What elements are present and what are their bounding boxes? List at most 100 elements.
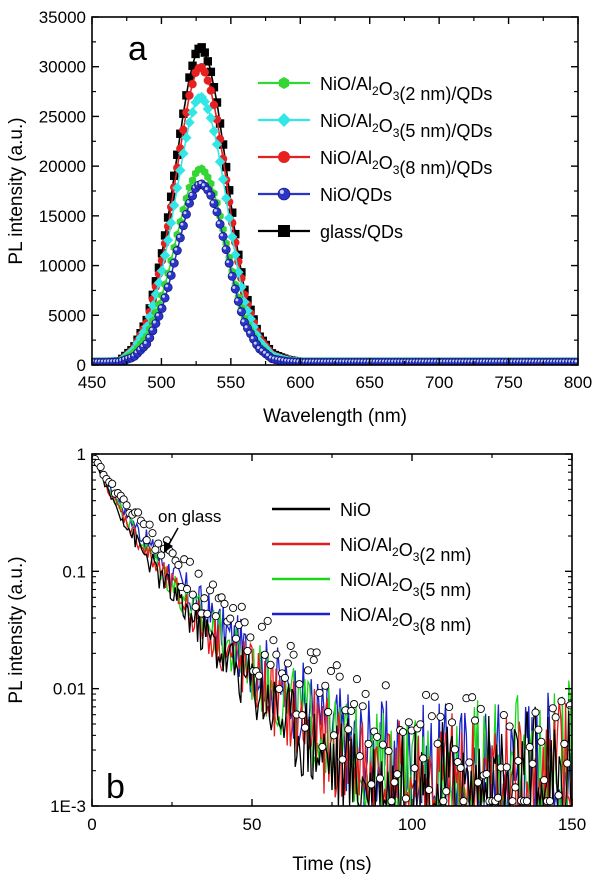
series-b-on-glass-point xyxy=(554,791,563,800)
series-b-on-glass-point xyxy=(324,707,333,717)
series-a-point-4 xyxy=(166,192,176,201)
series-b-on-glass-point xyxy=(338,755,347,764)
series-b-on-glass-point xyxy=(200,594,209,603)
series-a-point-3-highlight xyxy=(250,336,254,340)
legend-a-entry-2: NiO/Al2O3(8 nm)/QDs xyxy=(258,148,492,178)
legend-b-label-part: NiO xyxy=(340,500,371,520)
series-b-on-glass-point xyxy=(312,648,321,657)
series-a-point-3 xyxy=(154,311,164,321)
series-a-point-1 xyxy=(227,231,238,243)
series-b-on-glass-point xyxy=(272,650,281,659)
legend-b-entry-0: NiO xyxy=(272,500,371,520)
series-b-on-glass-point xyxy=(154,539,163,548)
on-glass-arrow-line xyxy=(167,527,179,547)
series-b-on-glass-point xyxy=(473,778,482,787)
series-b-on-glass-point xyxy=(364,739,373,748)
series-b-on-glass-point xyxy=(456,763,465,772)
a-y-tick-label: 10000 xyxy=(39,257,86,276)
legend-a-label-subscript: 3 xyxy=(393,126,400,140)
series-b-on-glass-point xyxy=(375,774,385,783)
legend-a-entry-0: NiO/Al2O3(2 nm)/QDs xyxy=(258,74,492,104)
series-b-on-glass-point xyxy=(298,711,307,720)
series-b-on-glass-point xyxy=(476,704,485,713)
series-b-on-glass-point xyxy=(419,754,428,763)
series-a-point-3-highlight xyxy=(247,330,251,334)
legend-a-label-part: glass/QDs xyxy=(320,222,403,242)
series-a-point-3-highlight xyxy=(146,334,150,338)
legend-a-marker xyxy=(278,77,290,89)
legend-a-label-part: (2 nm)/QDs xyxy=(399,84,492,104)
series-b-on-glass-point xyxy=(387,797,396,806)
series-a-point-3 xyxy=(236,307,246,317)
series-a-point-1 xyxy=(220,193,232,204)
series-b-on-glass-point xyxy=(499,710,508,720)
series-b-on-glass-point xyxy=(384,747,393,756)
series-a-point-3 xyxy=(227,271,237,281)
series-b-on-glass-point xyxy=(157,551,166,560)
series-a-point-0 xyxy=(188,176,197,185)
series-b-on-glass-point xyxy=(482,769,491,779)
legend-b-label-part: NiO/Al xyxy=(340,570,392,590)
series-b-on-glass-point xyxy=(465,758,474,767)
legend-a-label-part: (8 nm)/QDs xyxy=(399,158,492,178)
series-b-on-glass xyxy=(92,454,572,806)
series-b-on-glass-point xyxy=(260,650,269,659)
series-a-point-2 xyxy=(185,91,194,100)
series-a-point-1 xyxy=(178,148,189,159)
series-b-on-glass-point xyxy=(185,557,194,566)
series-b-on-glass-point xyxy=(430,692,439,701)
series-a-point-3-highlight xyxy=(174,247,178,251)
legend-a-label: glass/QDs xyxy=(320,222,403,242)
series-a-point-3-highlight xyxy=(259,348,263,352)
series-b-on-glass-point xyxy=(433,739,442,748)
series-a-point-1 xyxy=(172,182,183,194)
series-a-point-3-highlight xyxy=(220,233,224,237)
series-a-point-3 xyxy=(206,190,216,200)
series-a-point-3 xyxy=(230,284,240,294)
series-b-on-glass-point xyxy=(378,740,387,749)
series-a-point-3 xyxy=(166,270,176,280)
series-b-on-glass-point xyxy=(436,712,445,721)
series-a-point-3-highlight xyxy=(152,320,156,324)
series-b-on-glass-point xyxy=(398,727,408,737)
series-a-point-3-highlight xyxy=(155,313,159,317)
legend-a-marker xyxy=(278,151,290,163)
series-a-point-4 xyxy=(170,171,179,180)
series-a-point-3 xyxy=(221,245,231,255)
series-a-point-3 xyxy=(157,303,167,313)
series-b-on-glass-point xyxy=(563,759,572,768)
series-b-on-glass-point xyxy=(237,602,246,611)
series-a-point-1 xyxy=(199,96,210,107)
legend-a-entry-3: NiO/QDs xyxy=(258,185,392,205)
series-b-on-glass-point xyxy=(263,616,272,625)
series-b-on-glass-point xyxy=(280,673,290,682)
legend-b-label-part: NiO/Al xyxy=(340,535,392,555)
legend-b-entry-1: NiO/Al2O3(2 nm) xyxy=(272,535,471,565)
series-b-on-glass-point xyxy=(528,759,537,768)
b-x-tick-label: 100 xyxy=(398,815,426,834)
a-y-tick-label: 5000 xyxy=(48,306,86,325)
series-b-on-glass-point xyxy=(318,742,327,751)
series-b-on-glass-point xyxy=(309,656,318,665)
series-a-point-3-highlight xyxy=(177,234,181,238)
series-a-point-1 xyxy=(223,212,235,224)
series-b-on-glass-point xyxy=(367,780,376,789)
series-b-on-glass-point xyxy=(410,764,419,773)
series-b-on-glass-point xyxy=(470,716,480,725)
series-b-on-glass-point xyxy=(254,671,264,680)
series-a-point-3-highlight xyxy=(214,208,217,212)
series-a-point-3 xyxy=(218,231,228,241)
series-b-on-glass-point xyxy=(548,704,557,713)
series-b-on-glass-point xyxy=(494,793,503,802)
a-x-tick-label: 750 xyxy=(494,373,522,392)
series-b-on-glass-point xyxy=(240,618,249,627)
series-b-on-glass-point xyxy=(450,745,459,754)
series-b-on-glass-point xyxy=(191,602,200,612)
series-b-line-0 xyxy=(92,454,572,806)
series-b-on-glass-point xyxy=(514,756,523,765)
series-a-point-4 xyxy=(197,43,206,52)
series-b-on-glass-point xyxy=(557,697,566,706)
series-a-point-4 xyxy=(209,82,219,92)
series-b-on-glass-point xyxy=(393,770,402,779)
